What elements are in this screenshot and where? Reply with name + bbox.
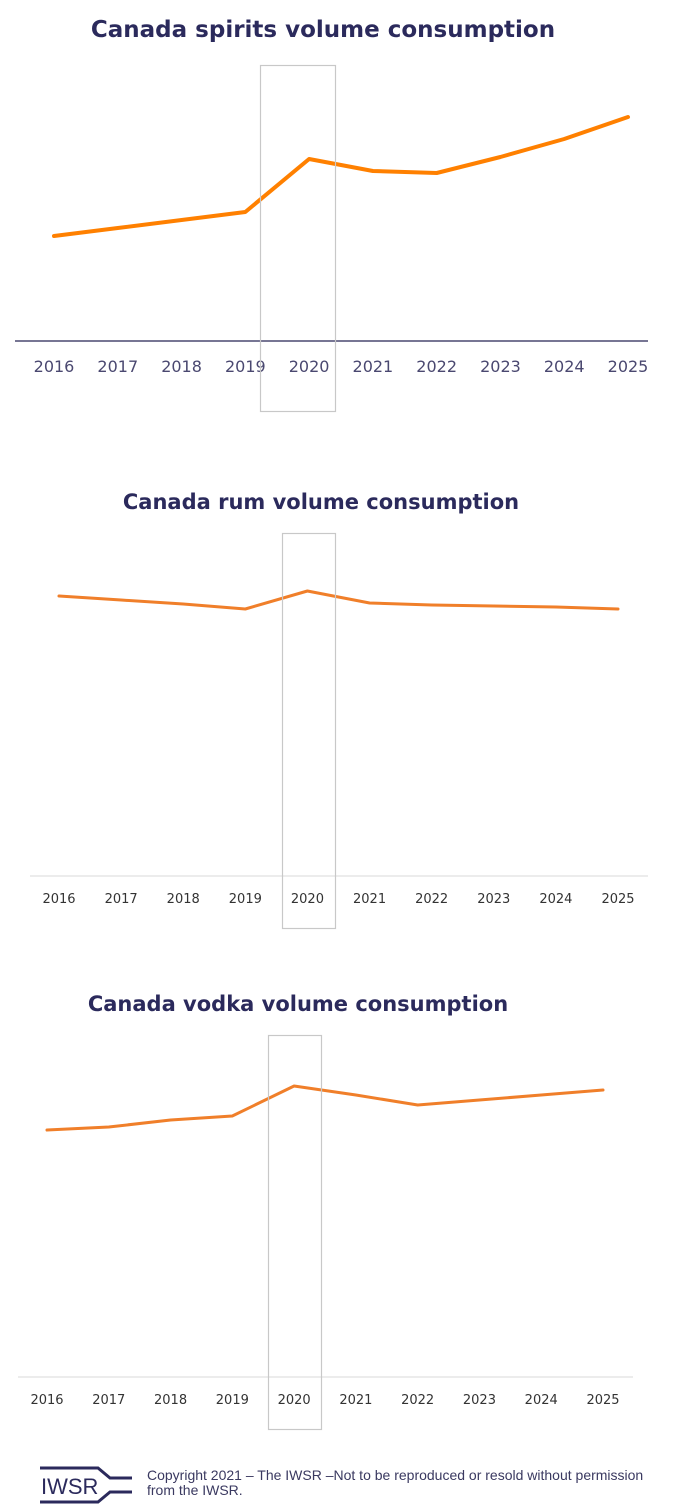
x-tick-label: 2020 xyxy=(289,357,330,376)
x-tick-label: 2017 xyxy=(105,892,138,907)
chart-1: Canada spirits volume consumption 2016 201… xyxy=(15,17,649,413)
x-tick-label: 2022 xyxy=(401,1393,434,1408)
x-tick-label: 2016 xyxy=(42,892,75,907)
x-tick-label: 2018 xyxy=(161,357,202,376)
highlight-box-2020 xyxy=(267,1034,323,1431)
x-tick-label: 2024 xyxy=(525,1393,558,1408)
x-tick-label: 2019 xyxy=(225,357,266,376)
x-tick-label: 2023 xyxy=(477,892,510,907)
x-tick-label: 2024 xyxy=(539,892,572,907)
chart-title: Canada rum volume consumption xyxy=(123,490,519,514)
x-tick-label: 2021 xyxy=(353,892,386,907)
x-tick-label: 2017 xyxy=(92,1393,125,1408)
copyright-notice: Copyright 2021 – The IWSR –Not to be rep… xyxy=(147,1467,644,1498)
x-tick-label: 2019 xyxy=(229,892,262,907)
x-tick-label: 2018 xyxy=(154,1393,187,1408)
x-tick-label: 2016 xyxy=(34,357,75,376)
series-line xyxy=(57,589,620,611)
iwsr-logo: IWSR xyxy=(40,1466,132,1504)
x-tick-label: 2020 xyxy=(278,1393,311,1408)
x-tick-label: 2023 xyxy=(463,1393,496,1408)
x-tick-label: 2022 xyxy=(416,357,457,376)
x-tick-label: 2017 xyxy=(97,357,138,376)
series-line xyxy=(45,1084,605,1132)
x-tick-label: 2024 xyxy=(544,357,585,376)
x-tick-label: 2022 xyxy=(415,892,448,907)
chart-title: Canada spirits volume consumption xyxy=(91,17,555,43)
chart-3: Canada vodka volume consumption 2016 2017 2… xyxy=(18,992,633,1431)
chart-title: Canada vodka volume consumption xyxy=(88,992,508,1016)
x-tick-label: 2025 xyxy=(586,1393,619,1408)
x-tick-label: 2021 xyxy=(353,357,394,376)
series-line xyxy=(52,115,630,238)
x-tick-label: 2025 xyxy=(608,357,649,376)
x-tick-label: 2016 xyxy=(30,1393,63,1408)
x-tick-label: 2019 xyxy=(216,1393,249,1408)
chart-2: Canada rum volume consumption 2016 2017 201… xyxy=(30,490,648,930)
x-tick-label: 2021 xyxy=(339,1393,372,1408)
x-tick-label: 2020 xyxy=(291,892,324,907)
x-tick-label: 2025 xyxy=(601,892,634,907)
x-tick-label: 2018 xyxy=(167,892,200,907)
highlight-box-2020 xyxy=(281,532,337,930)
x-tick-label: 2023 xyxy=(480,357,521,376)
charts-canvas: Canada spirits volume consumption 2016 201… xyxy=(15,17,649,1431)
highlight-box-2020 xyxy=(259,64,337,413)
logo-text: IWSR xyxy=(41,1474,98,1499)
